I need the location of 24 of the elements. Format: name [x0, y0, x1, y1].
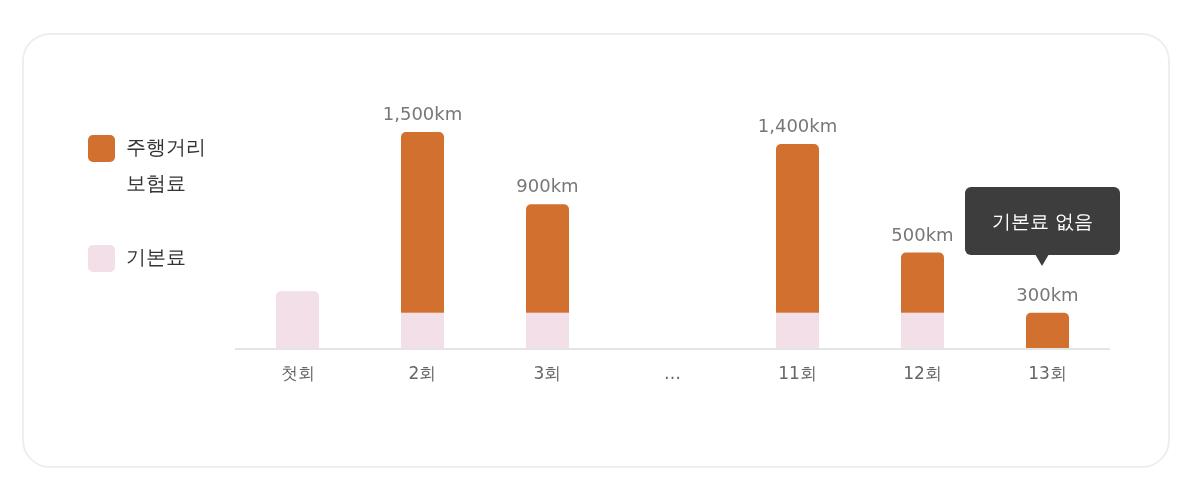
data-label: 300km: [1016, 283, 1079, 305]
bar: [776, 312, 819, 349]
x-tick-label: …: [664, 363, 681, 384]
bar: [901, 312, 944, 349]
x-tick-label: 13회: [1028, 363, 1067, 384]
bar: [901, 252, 944, 313]
bar: [276, 291, 319, 349]
legend-label: 주행거리 보험료: [126, 134, 207, 197]
bar: [776, 144, 819, 313]
bar: [526, 204, 569, 313]
bar: [401, 312, 444, 349]
x-tick-label: 3회: [533, 363, 562, 384]
data-label: 1,400km: [757, 115, 838, 137]
bar: [401, 132, 444, 313]
data-label: 900km: [516, 175, 579, 197]
x-tick-label: 2회: [408, 363, 437, 384]
x-tick-label: 12회: [903, 363, 942, 384]
x-tick-label: 11회: [778, 363, 817, 384]
data-label: 500km: [891, 223, 954, 245]
bar: [1026, 312, 1069, 349]
x-tick-label: 첫회: [280, 363, 315, 384]
legend-label: 기본료: [126, 244, 187, 271]
bar: [526, 312, 569, 349]
data-label: 1,500km: [382, 103, 463, 124]
